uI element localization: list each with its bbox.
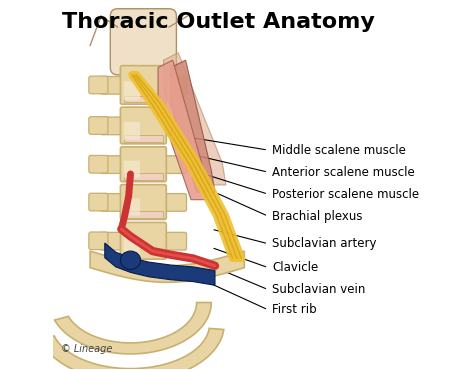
FancyBboxPatch shape	[163, 194, 186, 211]
FancyBboxPatch shape	[120, 185, 166, 219]
Text: Brachial plexus: Brachial plexus	[272, 210, 363, 223]
FancyBboxPatch shape	[120, 147, 166, 182]
Text: Clavicle: Clavicle	[272, 261, 318, 274]
FancyBboxPatch shape	[89, 76, 108, 94]
Text: Anterior scalene muscle: Anterior scalene muscle	[272, 166, 415, 179]
FancyBboxPatch shape	[120, 65, 166, 104]
FancyBboxPatch shape	[124, 122, 140, 140]
Bar	[124, 135, 163, 142]
FancyBboxPatch shape	[89, 155, 108, 173]
Bar	[124, 96, 163, 102]
FancyBboxPatch shape	[124, 237, 140, 255]
FancyBboxPatch shape	[163, 117, 186, 135]
Text: Middle scalene muscle: Middle scalene muscle	[272, 144, 406, 157]
FancyBboxPatch shape	[89, 232, 108, 250]
Text: Thoracic Outlet Anatomy: Thoracic Outlet Anatomy	[62, 13, 375, 33]
FancyBboxPatch shape	[110, 9, 176, 75]
Polygon shape	[158, 60, 206, 200]
Polygon shape	[40, 329, 224, 370]
FancyBboxPatch shape	[100, 194, 124, 211]
Polygon shape	[55, 303, 211, 354]
Text: Subclavian vein: Subclavian vein	[272, 283, 365, 296]
Text: © Lineage: © Lineage	[61, 344, 112, 354]
Polygon shape	[90, 251, 244, 282]
Bar	[124, 173, 163, 180]
Ellipse shape	[120, 251, 141, 269]
FancyBboxPatch shape	[89, 193, 108, 211]
Polygon shape	[105, 243, 215, 285]
FancyBboxPatch shape	[124, 161, 140, 178]
Bar	[124, 211, 163, 218]
FancyBboxPatch shape	[120, 107, 166, 144]
Text: Subclavian artery: Subclavian artery	[272, 237, 376, 250]
FancyBboxPatch shape	[124, 81, 140, 100]
FancyBboxPatch shape	[124, 198, 140, 215]
FancyBboxPatch shape	[100, 117, 124, 135]
FancyBboxPatch shape	[163, 77, 186, 94]
FancyBboxPatch shape	[163, 232, 186, 250]
Polygon shape	[164, 53, 226, 185]
FancyBboxPatch shape	[100, 156, 124, 174]
FancyBboxPatch shape	[100, 232, 124, 250]
Text: Posterior scalene muscle: Posterior scalene muscle	[272, 188, 419, 201]
FancyBboxPatch shape	[100, 77, 124, 94]
FancyBboxPatch shape	[120, 222, 166, 259]
Polygon shape	[171, 60, 215, 192]
FancyBboxPatch shape	[89, 117, 108, 134]
Text: First rib: First rib	[272, 303, 317, 316]
FancyBboxPatch shape	[163, 156, 186, 174]
